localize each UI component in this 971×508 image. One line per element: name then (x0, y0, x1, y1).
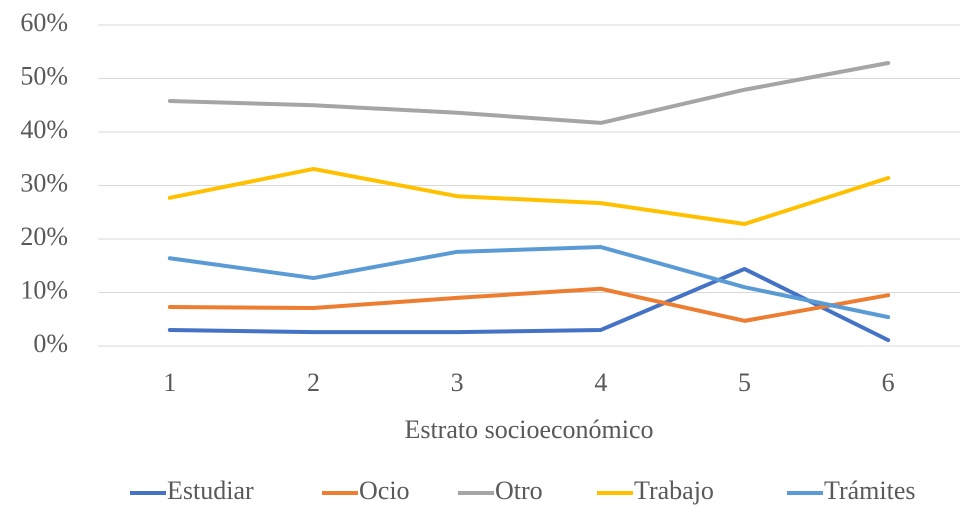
series-line (167, 286, 891, 323)
legend-label: Estudiar (167, 476, 254, 505)
x-tick-label: 4 (594, 368, 607, 397)
legend-label: Trámites (824, 476, 916, 505)
x-axis-label: Estrato socioeconómico (404, 415, 653, 444)
x-tick-label: 3 (451, 368, 464, 397)
series-line (167, 245, 891, 320)
legend-label: Ocio (359, 476, 410, 505)
series-line (167, 166, 891, 227)
y-tick-label: 30% (20, 168, 68, 197)
y-tick-label: 0% (33, 329, 68, 358)
x-tick-label: 6 (882, 368, 895, 397)
y-tick-label: 10% (20, 275, 68, 304)
y-tick-label: 60% (20, 8, 68, 37)
y-tick-label: 20% (20, 222, 68, 251)
series-line (167, 266, 891, 343)
x-tick-label: 1 (163, 368, 176, 397)
x-tick-label: 5 (738, 368, 751, 397)
series-line (167, 60, 891, 125)
y-tick-label: 50% (20, 61, 68, 90)
legend-label: Trabajo (634, 476, 714, 505)
legend-label: Otro (495, 476, 543, 505)
y-tick-label: 40% (20, 115, 68, 144)
x-tick-label: 2 (307, 368, 320, 397)
